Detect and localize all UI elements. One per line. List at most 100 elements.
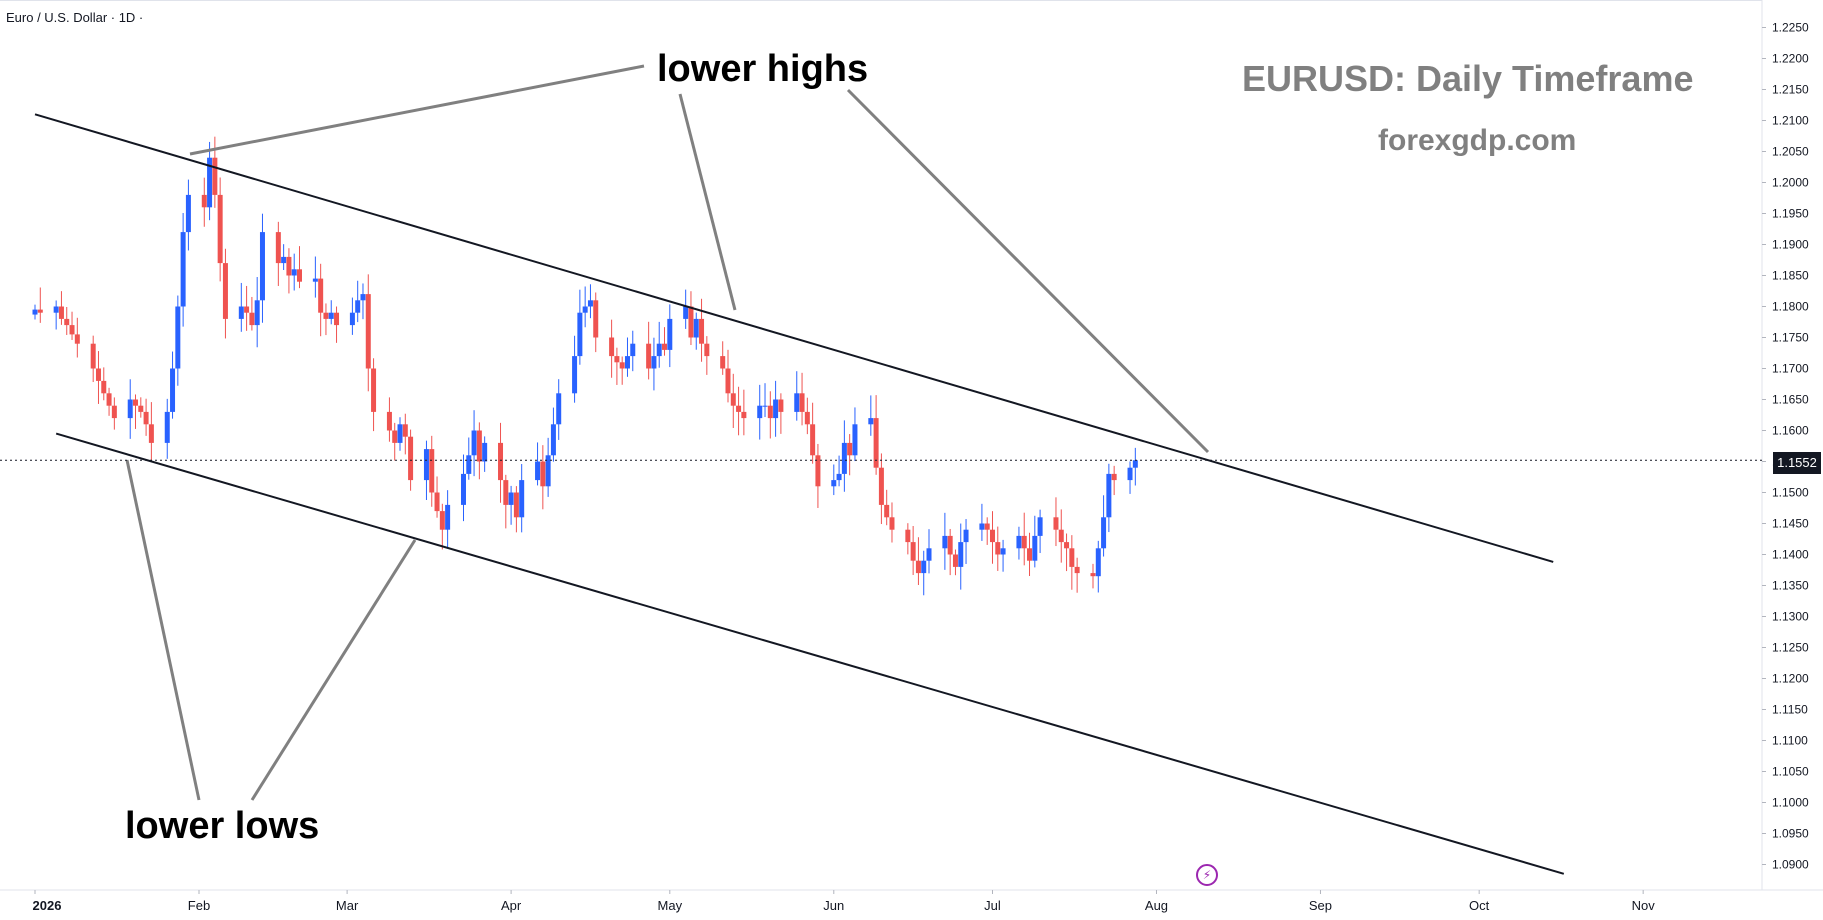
trendline-lower[interactable]	[55, 432, 1565, 875]
y-tick-label: 1.1750	[1772, 331, 1809, 345]
candle-up	[921, 550, 927, 596]
trendline-upper[interactable]	[34, 113, 1554, 563]
candle-up	[328, 300, 334, 325]
candle-up	[572, 335, 578, 403]
candle-body	[995, 542, 1001, 555]
candle-body	[74, 334, 80, 344]
candle-up	[1016, 526, 1022, 560]
candle-body	[720, 356, 726, 369]
candle-body	[926, 548, 932, 561]
candle-body	[254, 300, 260, 326]
candle-down	[434, 476, 440, 518]
candle-body	[471, 430, 477, 456]
candle-down	[1021, 512, 1027, 566]
candle-up	[291, 253, 297, 291]
candle-body	[889, 517, 895, 530]
x-tick-label: Nov	[1632, 898, 1656, 913]
y-tick-label: 1.2250	[1772, 21, 1809, 35]
y-tick-label: 1.2000	[1772, 176, 1809, 190]
candle-body	[201, 194, 207, 208]
candle-down	[249, 296, 255, 331]
candle-body	[106, 393, 112, 406]
lightning-icon[interactable]: ⚡	[1196, 864, 1218, 886]
candle-body	[498, 442, 504, 481]
candle-down	[143, 398, 149, 436]
candle-up	[460, 454, 466, 522]
candle-up	[683, 289, 689, 329]
candle-down	[878, 453, 884, 525]
candle-down	[1069, 535, 1075, 590]
candle-body	[402, 424, 408, 437]
candle-body	[730, 393, 736, 406]
x-tick-label: Aug	[1145, 898, 1168, 913]
candle-down	[952, 549, 958, 576]
candle-down	[609, 319, 615, 378]
candle-down	[540, 445, 546, 510]
candle-up	[979, 503, 985, 541]
candle-down	[138, 397, 144, 418]
candle-body	[513, 492, 519, 518]
candle-body	[799, 393, 805, 412]
candle-up	[482, 436, 488, 472]
candle-down	[810, 402, 816, 464]
candle-up	[831, 464, 837, 496]
candle-body	[540, 461, 546, 487]
candle-up	[926, 529, 932, 574]
y-tick-label: 1.1000	[1772, 796, 1809, 810]
candle-up	[127, 379, 133, 439]
candle-down	[365, 274, 371, 392]
candle-body	[69, 325, 75, 335]
candle-body	[349, 312, 355, 326]
price-axis[interactable]: 1.2250 1.2200 1.2150 1.2100 1.2050 1.2000 1.19…	[1762, 21, 1809, 872]
pointer-low-1	[125, 459, 201, 801]
candle-up	[656, 321, 662, 368]
candle-body	[1064, 542, 1070, 549]
time-axis[interactable]: 2026 Feb Mar Apr May Jun Jul Aug Sep Oct Nov	[33, 890, 1656, 913]
candle-down	[1053, 497, 1059, 547]
candle-up	[868, 395, 874, 436]
candle-body	[704, 343, 710, 357]
candle-body	[138, 405, 144, 412]
candle-down	[614, 347, 620, 385]
y-tick-label: 1.1600	[1772, 424, 1809, 438]
candle-body	[286, 256, 292, 276]
y-tick-label: 1.2150	[1772, 83, 1809, 97]
candle-down	[69, 311, 75, 340]
candle-down	[101, 367, 107, 401]
symbol-title[interactable]: Euro / U.S. Dollar · 1D ·	[6, 10, 144, 25]
candle-body	[281, 256, 287, 264]
candle-body	[810, 424, 816, 456]
candle-body	[1106, 473, 1112, 518]
candle-down	[201, 177, 207, 227]
candle-body	[503, 480, 509, 505]
y-tick-label: 1.1650	[1772, 393, 1809, 407]
candle-body	[1016, 535, 1022, 549]
candle-down	[847, 434, 853, 476]
candle-body	[482, 442, 488, 462]
candle-up	[175, 295, 181, 386]
candle-down	[984, 517, 990, 545]
y-tick-label: 1.1700	[1772, 362, 1809, 376]
candle-body	[37, 309, 43, 313]
candle-body	[408, 436, 414, 481]
candle-body	[587, 300, 593, 307]
candle-body	[127, 399, 133, 419]
candle-up	[693, 312, 699, 350]
candle-down	[323, 303, 329, 336]
y-tick-label: 1.2050	[1772, 145, 1809, 159]
y-tick-label: 1.2200	[1772, 52, 1809, 66]
candle-down	[1058, 509, 1064, 563]
trendlines	[34, 113, 1565, 875]
candle-body	[439, 511, 445, 530]
grid	[0, 0, 1823, 891]
candle-body	[831, 480, 837, 487]
candle-up	[841, 420, 847, 492]
candle-body	[1032, 535, 1038, 561]
candle-down	[74, 317, 80, 358]
candle-body	[609, 337, 615, 357]
candle-up	[185, 179, 191, 251]
candle-down	[905, 523, 911, 555]
x-tick-label: May	[658, 898, 683, 913]
candle-down	[804, 397, 810, 435]
annotation-pointers	[125, 64, 1210, 801]
